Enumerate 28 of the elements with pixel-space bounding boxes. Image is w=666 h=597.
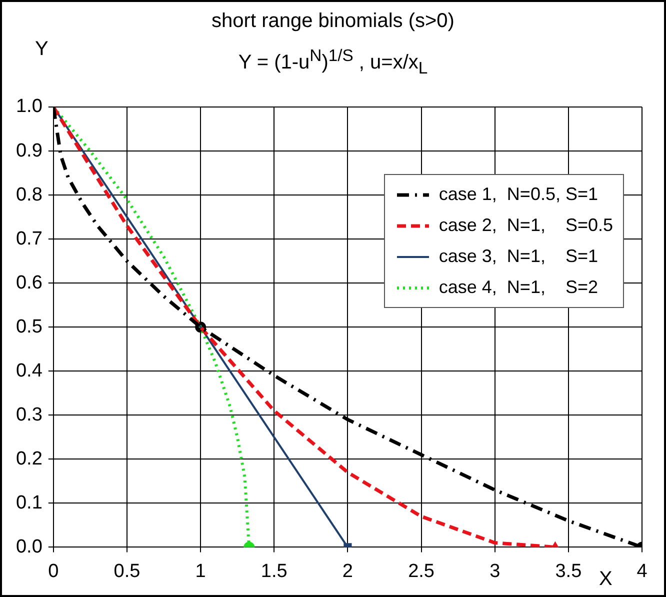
y-tick-label: 0.5 xyxy=(16,316,42,338)
y-tick-label: 0.3 xyxy=(16,404,42,426)
y-tick-label: 0.9 xyxy=(16,140,42,162)
y-tick-label: 0.4 xyxy=(16,360,43,382)
y-tick-label: 0.8 xyxy=(16,184,42,206)
legend-label: case 3, N=1, S=1 xyxy=(438,246,598,267)
legend-label: case 1, N=0.5, S=1 xyxy=(438,184,598,205)
y-tick-label: 0.1 xyxy=(16,492,42,514)
y-tick-label: 0.2 xyxy=(16,448,42,470)
chart-subtitle: Y = (1-u$^{N}$)$^{1/S}$ , u=x/x$_{L}$ xyxy=(238,46,428,78)
x-tick-label: 4 xyxy=(636,560,648,582)
y-axis-title: Y xyxy=(35,38,48,61)
x-tick-label: 1.5 xyxy=(260,560,288,582)
x-tick-label: 2.5 xyxy=(408,560,434,582)
x-tick-label: 0 xyxy=(48,560,59,582)
x-tick-label: 2 xyxy=(342,560,353,582)
x-tick-label: 0.5 xyxy=(114,560,140,582)
y-tick-label: 1.0 xyxy=(16,96,42,118)
legend-label: case 4, N=1, S=2 xyxy=(438,277,598,298)
y-tick-label: 0.6 xyxy=(16,272,42,294)
x-tick-label: 3.5 xyxy=(555,560,582,582)
y-tick-label: 0.0 xyxy=(16,536,42,558)
x-tick-label: 1 xyxy=(195,560,206,582)
x-axis-title: X xyxy=(599,568,612,591)
legend-label: case 2, N=1, S=0.5 xyxy=(438,215,613,236)
x-tick-label: 3 xyxy=(490,560,500,582)
chart-title: short range binomials (s>0) xyxy=(210,10,456,33)
y-tick-label: 0.7 xyxy=(16,228,42,250)
